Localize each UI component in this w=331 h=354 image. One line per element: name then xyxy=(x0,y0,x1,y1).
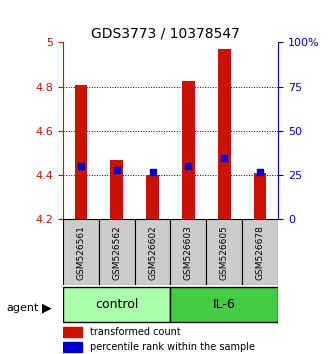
FancyBboxPatch shape xyxy=(63,219,99,285)
Text: ▶: ▶ xyxy=(41,302,51,314)
FancyBboxPatch shape xyxy=(135,219,170,285)
Text: GSM526678: GSM526678 xyxy=(256,225,264,280)
FancyBboxPatch shape xyxy=(242,219,278,285)
Bar xyxy=(111,160,123,219)
FancyBboxPatch shape xyxy=(206,219,242,285)
Text: transformed count: transformed count xyxy=(90,327,180,337)
Bar xyxy=(182,81,195,219)
Text: percentile rank within the sample: percentile rank within the sample xyxy=(90,342,255,352)
Text: GSM526605: GSM526605 xyxy=(220,225,229,280)
Bar xyxy=(146,175,159,219)
Text: agent: agent xyxy=(7,303,39,313)
FancyBboxPatch shape xyxy=(63,287,170,322)
Text: GSM526562: GSM526562 xyxy=(112,225,121,280)
Text: GSM526561: GSM526561 xyxy=(76,225,85,280)
Text: GSM526603: GSM526603 xyxy=(184,225,193,280)
Text: GSM526602: GSM526602 xyxy=(148,225,157,280)
Text: IL-6: IL-6 xyxy=(213,298,236,311)
Bar xyxy=(63,342,82,353)
Text: control: control xyxy=(95,298,138,311)
FancyBboxPatch shape xyxy=(99,219,135,285)
Bar xyxy=(254,173,266,219)
FancyBboxPatch shape xyxy=(170,219,206,285)
Bar xyxy=(74,85,87,219)
Bar xyxy=(63,327,82,337)
Text: GDS3773 / 10378547: GDS3773 / 10378547 xyxy=(91,27,240,41)
FancyBboxPatch shape xyxy=(170,287,278,322)
Bar xyxy=(218,49,230,219)
